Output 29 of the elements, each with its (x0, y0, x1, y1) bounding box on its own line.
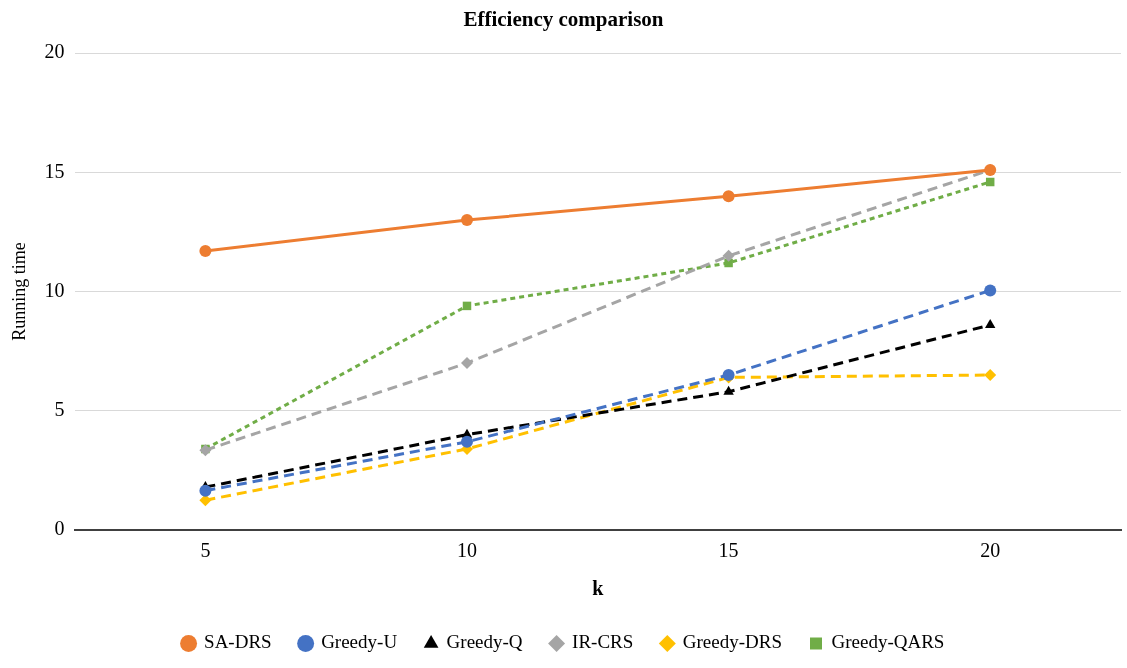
point (199, 245, 212, 258)
legend-label: IR-CRS (572, 631, 634, 653)
point (461, 357, 473, 370)
x-tick-label: 15 (718, 539, 739, 562)
y-tick-label: 10 (44, 278, 65, 301)
point (985, 318, 996, 328)
legend-label: Greedy-Q (446, 631, 523, 653)
y-tick-label: 20 (44, 40, 65, 63)
point (199, 484, 212, 497)
x-tick-label: 5 (200, 539, 211, 562)
y-axis-title: Running time (8, 242, 29, 341)
point (722, 190, 735, 203)
y-tick-label: 15 (44, 159, 65, 182)
point (984, 284, 997, 297)
legend-label: Greedy-QARS (831, 631, 945, 653)
point (984, 369, 997, 382)
legend-label: Greedy-U (321, 631, 398, 653)
x-tick-label: 20 (980, 539, 1001, 562)
legend-label: SA-DRS (204, 631, 272, 653)
x-tick-label: 10 (457, 539, 477, 562)
point (461, 435, 473, 448)
chart-title: Efficiency comparison (463, 7, 664, 32)
legend-label: Greedy-DRS (682, 631, 783, 653)
y-tick-label: 5 (54, 398, 65, 421)
point (722, 249, 735, 262)
point (723, 385, 734, 395)
y-tick-label: 0 (54, 517, 65, 540)
x-axis-title: k (592, 577, 605, 600)
point (461, 214, 473, 227)
